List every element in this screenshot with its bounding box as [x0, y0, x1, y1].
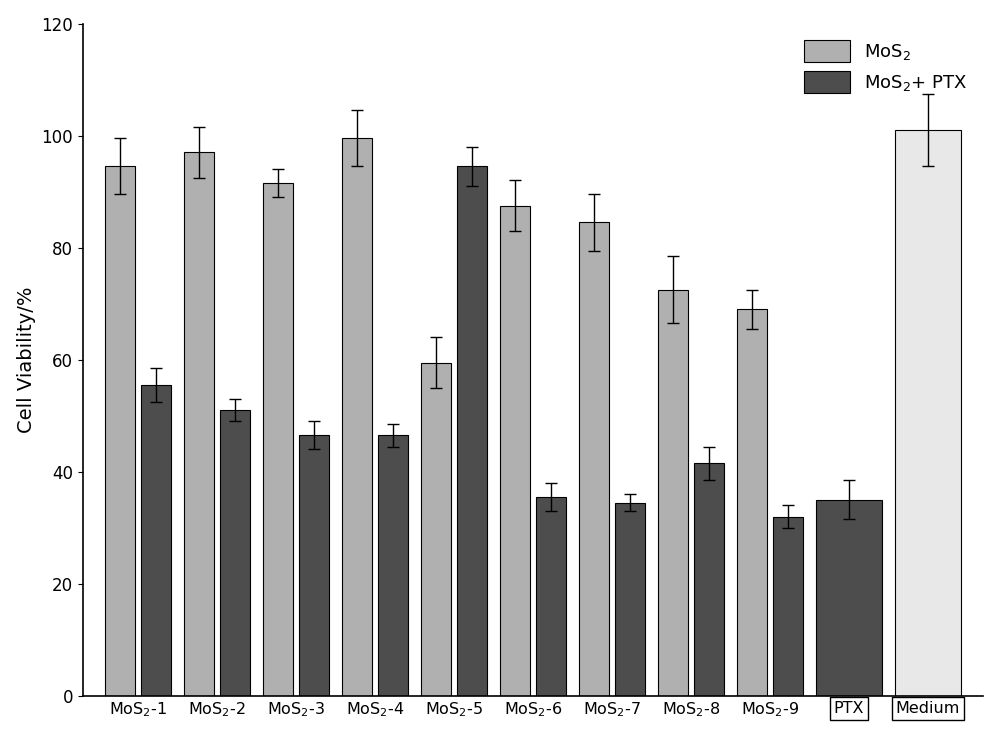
Bar: [615, 503, 645, 696]
Bar: [500, 205, 530, 696]
Bar: [737, 309, 767, 696]
Bar: [421, 363, 451, 696]
Bar: [184, 152, 214, 696]
Bar: [141, 385, 171, 696]
Bar: [105, 166, 135, 696]
Bar: [773, 517, 803, 696]
Bar: [299, 435, 329, 696]
Legend: MoS$_2$, MoS$_2$+ PTX: MoS$_2$, MoS$_2$+ PTX: [797, 32, 974, 100]
Bar: [457, 166, 487, 696]
Bar: [342, 138, 372, 696]
Bar: [220, 410, 250, 696]
Bar: [694, 464, 724, 696]
Y-axis label: Cell Viability/%: Cell Viability/%: [17, 286, 36, 433]
Bar: [378, 435, 408, 696]
Bar: [263, 183, 293, 696]
Bar: [895, 130, 961, 696]
Bar: [816, 500, 882, 696]
Bar: [658, 290, 688, 696]
Bar: [579, 222, 609, 696]
Bar: [536, 497, 566, 696]
